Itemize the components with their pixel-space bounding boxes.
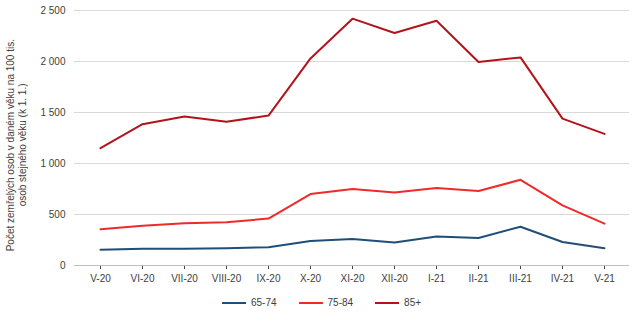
svg-text:IX-20: IX-20 — [257, 273, 281, 284]
html-text:65-74: 65-74 — [250, 297, 277, 308]
svg-text:500: 500 — [49, 209, 66, 220]
html-text:85+: 85+ — [404, 297, 422, 308]
svg-text:I-21: I-21 — [428, 273, 446, 284]
html-text:Počet zemřelých osob v daném v: Počet zemřelých osob v daném věku na 100… — [5, 38, 28, 252]
svg-text:2 500: 2 500 — [40, 5, 65, 16]
svg-text:XI-20: XI-20 — [341, 273, 365, 284]
svg-text:XII-20: XII-20 — [381, 273, 408, 284]
svg-text:1 500: 1 500 — [40, 107, 65, 118]
svg-text:1 000: 1 000 — [40, 158, 65, 169]
html-text:75-84: 75-84 — [327, 297, 354, 308]
svg-text:V-20: V-20 — [90, 273, 111, 284]
svg-text:IV-21: IV-21 — [551, 273, 575, 284]
svg-text:V-21: V-21 — [594, 273, 615, 284]
svg-text:III-21: III-21 — [509, 273, 532, 284]
svg-text:2 000: 2 000 — [40, 56, 65, 67]
svg-text:VII-20: VII-20 — [171, 273, 198, 284]
svg-text:0: 0 — [60, 260, 66, 271]
svg-text:VIII-20: VIII-20 — [212, 273, 242, 284]
svg-text:X-20: X-20 — [300, 273, 322, 284]
svg-text:II-21: II-21 — [468, 273, 488, 284]
svg-text:VI-20: VI-20 — [131, 273, 155, 284]
